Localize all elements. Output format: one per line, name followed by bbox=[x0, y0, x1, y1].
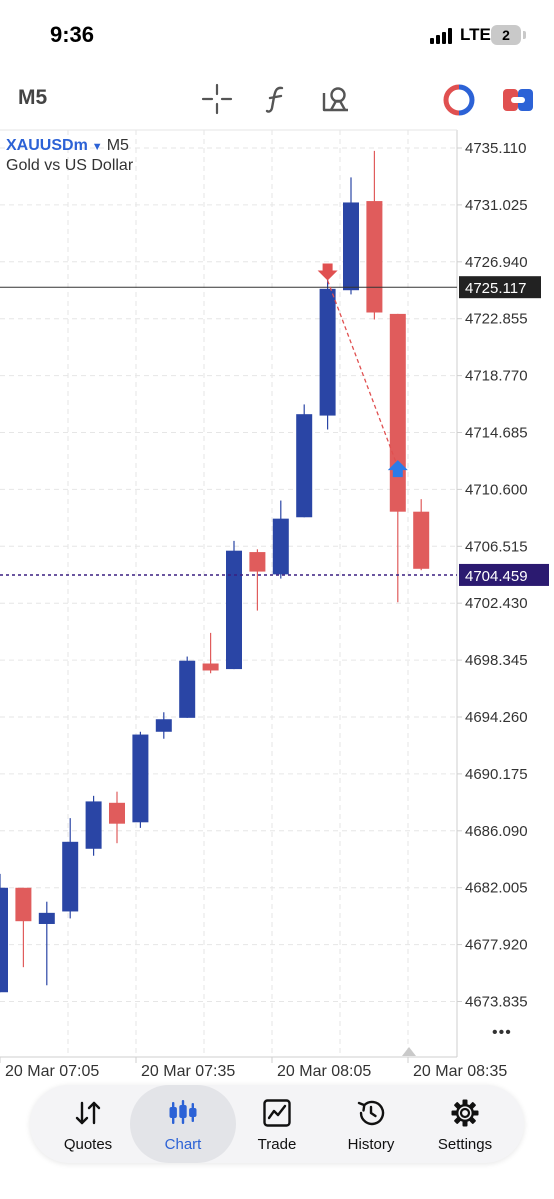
symbol-timeframe: M5 bbox=[106, 137, 129, 154]
candle-body bbox=[85, 801, 102, 849]
nav-chart-label: Chart bbox=[164, 1136, 202, 1153]
candle-body bbox=[179, 660, 196, 718]
history-icon bbox=[357, 1100, 385, 1126]
nav-history[interactable]: History bbox=[323, 1085, 419, 1163]
price-label: 4694.260 bbox=[465, 709, 528, 726]
bottom-navigation: Quotes Chart Trade History bbox=[30, 1085, 524, 1163]
nav-trade-label: Trade bbox=[257, 1136, 297, 1153]
candle-body bbox=[132, 734, 149, 823]
candle-body bbox=[343, 202, 359, 291]
candle-body bbox=[413, 511, 430, 569]
candle-body bbox=[38, 912, 55, 924]
quotes-icon bbox=[75, 1101, 101, 1125]
trade-toggle-icon[interactable] bbox=[502, 86, 534, 114]
candle-body bbox=[0, 887, 8, 993]
candle-body bbox=[226, 550, 242, 670]
price-axis: 4735.110 4731.025 4726.940 4722.855 4718.770… bbox=[457, 140, 528, 1011]
nav-quotes[interactable]: Quotes bbox=[40, 1085, 136, 1163]
nav-settings-label: Settings bbox=[437, 1136, 493, 1153]
bid-price-label: 4725.117 bbox=[465, 280, 526, 297]
candle-body bbox=[155, 719, 172, 732]
time-axis: 20 Mar 07:05 20 Mar 07:35 20 Mar 08:05 20 M… bbox=[0, 1047, 507, 1080]
chart-shift-icon bbox=[402, 1047, 416, 1056]
candle-body bbox=[202, 663, 219, 671]
candle-body bbox=[62, 841, 79, 912]
price-label: 4702.430 bbox=[465, 595, 528, 612]
candle-body bbox=[366, 201, 383, 313]
price-label: 4682.005 bbox=[465, 880, 528, 897]
crosshair-icon[interactable] bbox=[200, 82, 234, 116]
chart-icon bbox=[169, 1100, 197, 1124]
battery-icon: 2 bbox=[491, 25, 521, 45]
candles bbox=[0, 150, 430, 993]
sell-arrow-icon bbox=[317, 263, 338, 281]
buy-arrow-icon bbox=[387, 460, 408, 478]
nav-trade[interactable]: Trade bbox=[229, 1085, 325, 1163]
timeframe-button[interactable]: M5 bbox=[18, 86, 48, 109]
bid-price-tag bbox=[459, 276, 541, 299]
symbol-label[interactable]: XAUUSDm ▼ M5 bbox=[6, 137, 129, 155]
battery-tip bbox=[523, 31, 526, 39]
candle-body bbox=[389, 313, 406, 512]
chart-overlays: 4725.117 4704.459 bbox=[0, 263, 549, 586]
symbol-description: Gold vs US Dollar bbox=[6, 157, 134, 174]
price-label: 4710.600 bbox=[465, 481, 528, 498]
indicators-icon[interactable] bbox=[260, 82, 294, 116]
status-bar: 9:36 LTE 2 bbox=[0, 0, 554, 70]
price-label: 4731.025 bbox=[465, 197, 528, 214]
symbol-name[interactable]: XAUUSDm bbox=[6, 137, 88, 154]
nav-quotes-label: Quotes bbox=[63, 1136, 113, 1153]
price-chart[interactable]: 4725.117 4704.459 4735.110 4731.025 4726.94… bbox=[0, 0, 554, 1080]
price-label: 4686.090 bbox=[465, 823, 528, 840]
status-time: 9:36 bbox=[50, 22, 95, 47]
price-label: 4735.110 bbox=[465, 140, 526, 157]
candle-body bbox=[272, 518, 289, 575]
signal-icon bbox=[430, 28, 458, 44]
price-label: 4718.770 bbox=[465, 368, 528, 385]
nav-history-label: History bbox=[347, 1136, 395, 1153]
line-price-tag bbox=[459, 563, 549, 586]
price-label: 4690.175 bbox=[465, 766, 528, 783]
time-label: 20 Mar 07:35 bbox=[141, 1063, 235, 1080]
candle-body bbox=[15, 887, 32, 922]
time-label: 20 Mar 07:05 bbox=[5, 1063, 99, 1080]
price-label: 4677.920 bbox=[465, 937, 528, 954]
trade-connector-line bbox=[326, 280, 399, 468]
nav-chart[interactable]: Chart bbox=[130, 1085, 236, 1163]
objects-icon[interactable] bbox=[318, 82, 352, 116]
price-label: 4673.835 bbox=[465, 994, 528, 1011]
chart-toolbar: M5 bbox=[0, 72, 554, 124]
price-label: 4722.855 bbox=[465, 311, 528, 328]
time-label: 20 Mar 08:35 bbox=[413, 1063, 507, 1080]
nav-settings[interactable]: Settings bbox=[417, 1085, 513, 1163]
candle-body bbox=[319, 288, 336, 416]
price-label: 4714.685 bbox=[465, 425, 528, 442]
trade-icon bbox=[263, 1099, 291, 1127]
one-click-trading-icon[interactable] bbox=[443, 84, 475, 116]
network-type: LTE bbox=[460, 25, 491, 44]
candle-body bbox=[296, 414, 313, 518]
more-options-button[interactable]: ••• bbox=[492, 1024, 512, 1041]
price-label: 4726.940 bbox=[465, 254, 528, 271]
candle-body bbox=[109, 802, 125, 824]
time-label: 20 Mar 08:05 bbox=[277, 1063, 371, 1080]
price-label: 4706.515 bbox=[465, 538, 528, 555]
candle-body bbox=[249, 552, 266, 572]
settings-icon bbox=[451, 1099, 479, 1127]
price-label: 4698.345 bbox=[465, 652, 528, 669]
line-price-label: 4704.459 bbox=[465, 568, 528, 585]
symbol-dropdown-icon[interactable]: ▼ bbox=[91, 141, 103, 153]
